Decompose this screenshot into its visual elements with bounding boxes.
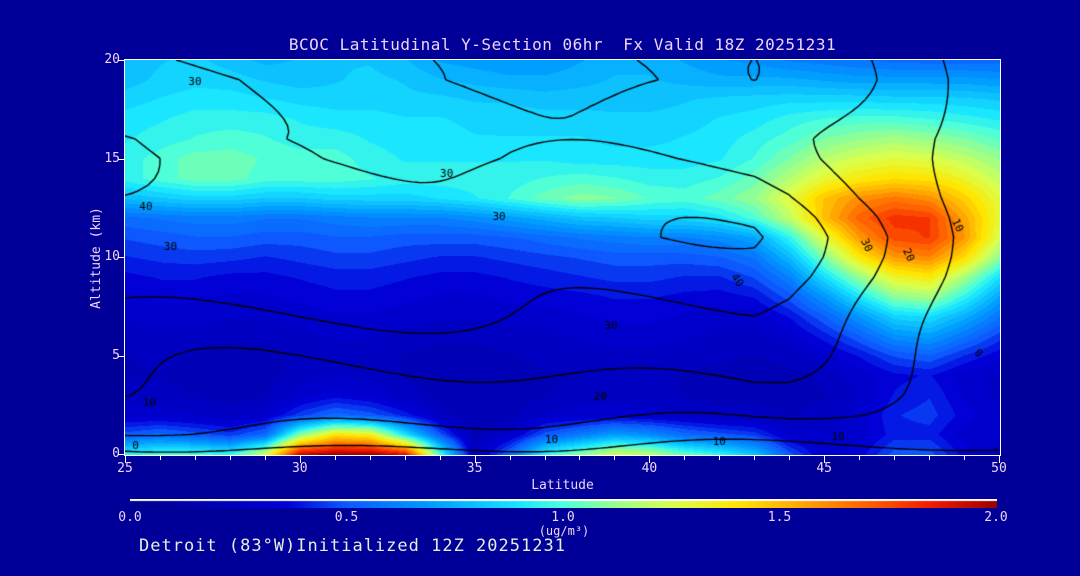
x-minor-tick-mark [789, 456, 790, 460]
colorbar-tick-label: 2.0 [984, 510, 1008, 525]
x-axis-title: Latitude [531, 478, 594, 493]
x-major-tick-mark [300, 456, 301, 463]
y-tick-mark [118, 355, 124, 357]
x-minor-tick-mark [265, 456, 266, 460]
x-minor-tick-mark [230, 456, 231, 460]
y-tick-label: 5 [112, 347, 120, 363]
x-minor-tick-mark [405, 456, 406, 460]
x-minor-tick-mark [964, 456, 965, 460]
y-tick-label: 10 [104, 249, 120, 264]
colorbar-tick-label: 0.0 [118, 510, 142, 525]
y-tick-label: 15 [104, 150, 120, 166]
x-minor-tick-mark [754, 456, 755, 460]
x-tick-label: 35 [466, 461, 483, 476]
colorbar-units: (ug/m³) [538, 524, 590, 538]
contour-plot-canvas [125, 60, 1000, 455]
colorbar-tick-label: 0.5 [334, 510, 359, 525]
x-tick-label: 30 [291, 461, 308, 476]
y-tick-label: 20 [104, 52, 120, 67]
x-minor-tick-mark [335, 456, 336, 460]
plot-frame [124, 59, 1001, 456]
x-minor-tick-mark [370, 456, 371, 460]
x-tick-label: 50 [991, 461, 1007, 476]
y-tick-mark [118, 257, 124, 258]
x-tick-label: 25 [117, 461, 133, 476]
x-minor-tick-mark [545, 456, 546, 460]
x-major-tick-mark [999, 456, 1000, 463]
x-major-tick-mark [824, 456, 825, 463]
x-major-tick-mark [125, 456, 126, 463]
x-minor-tick-mark [440, 456, 441, 460]
x-minor-tick-mark [195, 456, 196, 460]
y-tick-mark [118, 60, 124, 61]
x-major-tick-mark [649, 456, 650, 463]
x-minor-tick-mark [859, 456, 860, 460]
colorbar-tick-label: 1.5 [767, 510, 792, 525]
x-minor-tick-mark [719, 456, 720, 460]
x-minor-tick-mark [160, 456, 161, 460]
y-tick-mark [118, 454, 124, 455]
x-minor-tick-mark [929, 456, 930, 460]
x-minor-tick-mark [614, 456, 615, 460]
x-minor-tick-mark [579, 456, 580, 460]
colorbar [130, 499, 997, 508]
x-minor-tick-mark [510, 456, 511, 460]
x-tick-label: 40 [641, 461, 658, 476]
x-major-tick-mark [475, 456, 476, 463]
footer-run-info: Detroit (83°W)Initialized 12Z 20251231 [139, 536, 566, 556]
colorbar-tick-label: 1.0 [551, 510, 575, 525]
x-minor-tick-mark [894, 456, 895, 460]
x-minor-tick-mark [684, 456, 685, 460]
x-tick-label: 45 [816, 461, 833, 476]
chart-title: BCOC Latitudinal Y-Section 06hr Fx Valid… [288, 35, 837, 54]
y-tick-label: 0 [112, 446, 120, 461]
y-tick-mark [118, 158, 124, 160]
